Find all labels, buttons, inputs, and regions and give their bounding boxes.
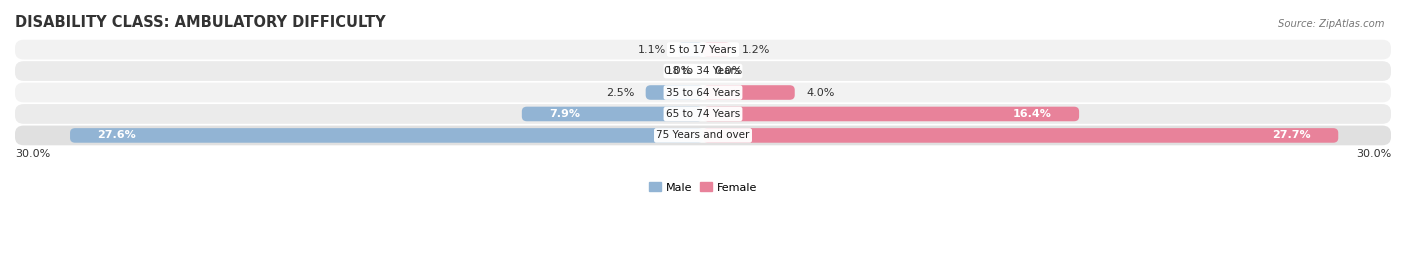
Text: 65 to 74 Years: 65 to 74 Years — [666, 109, 740, 119]
Text: 16.4%: 16.4% — [1012, 109, 1052, 119]
FancyBboxPatch shape — [15, 40, 1391, 59]
Text: 1.2%: 1.2% — [742, 44, 770, 55]
FancyBboxPatch shape — [70, 128, 703, 143]
Text: 0.0%: 0.0% — [664, 66, 692, 76]
Text: 30.0%: 30.0% — [1355, 149, 1391, 159]
Text: 0.0%: 0.0% — [714, 66, 742, 76]
FancyBboxPatch shape — [15, 61, 1391, 81]
Legend: Male, Female: Male, Female — [650, 183, 756, 193]
Text: 2.5%: 2.5% — [606, 88, 634, 98]
FancyBboxPatch shape — [703, 85, 794, 100]
Text: 18 to 34 Years: 18 to 34 Years — [666, 66, 740, 76]
Text: DISABILITY CLASS: AMBULATORY DIFFICULTY: DISABILITY CLASS: AMBULATORY DIFFICULTY — [15, 15, 385, 30]
FancyBboxPatch shape — [15, 83, 1391, 102]
FancyBboxPatch shape — [15, 125, 1391, 145]
Text: 5 to 17 Years: 5 to 17 Years — [669, 44, 737, 55]
FancyBboxPatch shape — [703, 128, 1339, 143]
Text: 4.0%: 4.0% — [806, 88, 835, 98]
Text: Source: ZipAtlas.com: Source: ZipAtlas.com — [1278, 19, 1385, 29]
Text: 75 Years and over: 75 Years and over — [657, 131, 749, 140]
FancyBboxPatch shape — [703, 42, 731, 57]
Text: 30.0%: 30.0% — [15, 149, 51, 159]
FancyBboxPatch shape — [645, 85, 703, 100]
FancyBboxPatch shape — [678, 42, 703, 57]
Text: 7.9%: 7.9% — [550, 109, 581, 119]
FancyBboxPatch shape — [15, 104, 1391, 124]
Text: 35 to 64 Years: 35 to 64 Years — [666, 88, 740, 98]
FancyBboxPatch shape — [522, 107, 703, 121]
Text: 27.6%: 27.6% — [97, 131, 136, 140]
Text: 27.7%: 27.7% — [1272, 131, 1310, 140]
Text: 1.1%: 1.1% — [638, 44, 666, 55]
FancyBboxPatch shape — [703, 107, 1080, 121]
